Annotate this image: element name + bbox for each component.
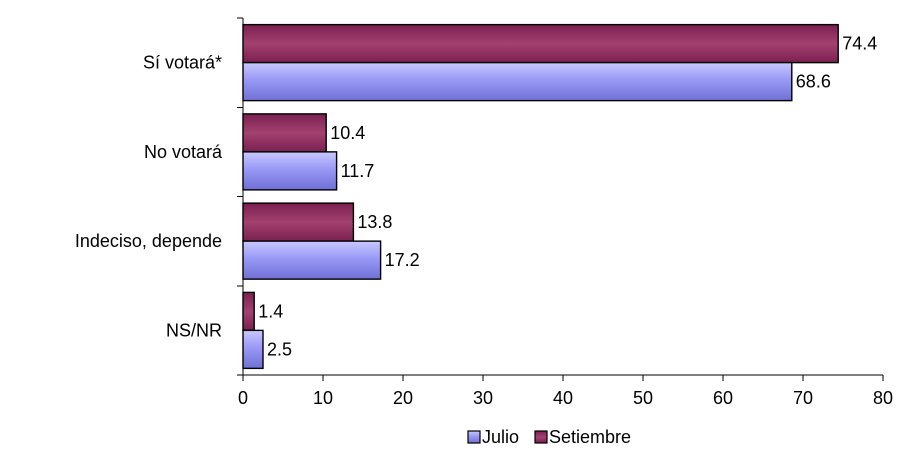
bar-julio [242,151,338,191]
x-tick-label: 20 [393,388,413,408]
x-tick-label: 70 [793,388,813,408]
axes-layer: 0 10 20 30 40 50 60 70 80 [237,17,893,408]
x-tick-label: 50 [633,388,653,408]
data-label-setiembre: 10.4 [330,123,365,143]
legend-label-julio: Julio [482,427,519,447]
data-label-julio: 68.6 [796,72,831,92]
bar-julio [242,329,264,370]
data-label-julio: 11.7 [341,161,375,181]
bar-setiembre [242,23,839,64]
bar-setiembre [242,202,355,242]
bar-setiembre [242,291,255,332]
legend-swatch-setiembre [534,430,548,444]
x-tick-label: 80 [873,388,893,408]
data-label-julio: 2.5 [267,339,292,359]
bar-julio [242,61,793,102]
category-label: Indeciso, depende [75,231,222,251]
legend: Julio Setiembre [467,427,631,447]
legend-swatch-julio [467,430,481,444]
bar-julio [242,240,382,280]
category-label: NS/NR [166,320,222,340]
labels-layer: Sí votará* 74.4 68.6 No votará 10.4 11.7 Indec… [75,34,877,360]
x-tick-label: 40 [553,388,573,408]
data-label-setiembre: 13.8 [357,212,392,232]
category-label: No votará [144,142,223,162]
x-tick-label: 10 [313,388,333,408]
legend-label-setiembre: Setiembre [549,427,631,447]
x-tick-label: 0 [238,388,248,408]
data-label-setiembre: 74.4 [842,34,877,54]
bar-setiembre [242,113,327,153]
data-label-julio: 17.2 [385,250,420,270]
category-label: Sí votará* [143,53,222,73]
data-label-setiembre: 1.4 [258,301,283,321]
x-tick-label: 60 [713,388,733,408]
bars-layer [242,23,839,370]
x-tick-label: 30 [473,388,493,408]
